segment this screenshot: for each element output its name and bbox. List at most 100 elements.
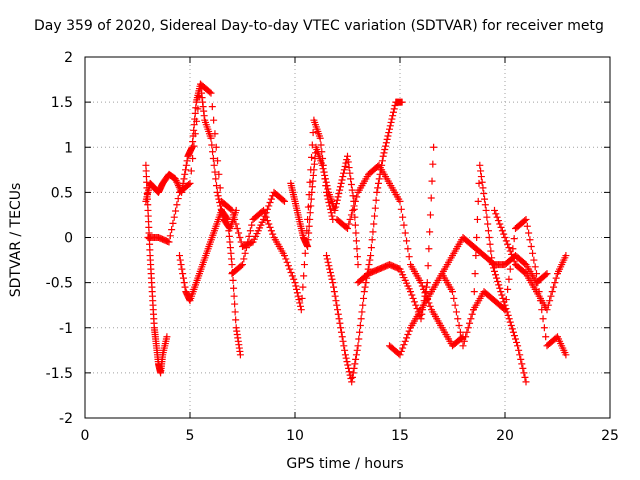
data-point xyxy=(242,244,250,252)
data-point xyxy=(342,354,350,362)
data-point xyxy=(542,333,550,341)
data-point xyxy=(505,315,513,323)
data-point xyxy=(451,301,459,309)
data-point xyxy=(263,205,271,213)
data-point xyxy=(172,207,180,215)
data-point xyxy=(176,252,183,260)
data-point xyxy=(297,302,305,310)
data-point xyxy=(425,245,433,253)
data-point xyxy=(473,215,481,223)
data-point xyxy=(386,125,393,133)
data-point xyxy=(307,202,315,210)
data-point xyxy=(320,168,328,176)
data-point xyxy=(349,206,357,214)
data-point xyxy=(341,351,349,359)
data-point xyxy=(430,143,438,151)
y-tick-label: -2 xyxy=(59,411,73,427)
data-point xyxy=(336,319,344,327)
data-point xyxy=(236,234,244,241)
data-point xyxy=(281,197,288,205)
data-point xyxy=(382,142,390,150)
data-point xyxy=(491,267,498,275)
data-point xyxy=(388,115,396,123)
data-point xyxy=(543,306,551,314)
data-point xyxy=(308,141,316,149)
data-point xyxy=(464,324,472,332)
data-point xyxy=(351,197,359,205)
data-point xyxy=(544,301,552,309)
data-point xyxy=(171,175,179,183)
data-point xyxy=(185,180,193,188)
data-point xyxy=(346,169,354,177)
data-point xyxy=(466,319,474,327)
data-point xyxy=(508,250,516,258)
data-point xyxy=(509,254,517,262)
data-point xyxy=(335,315,343,323)
data-point xyxy=(359,301,367,309)
data-point xyxy=(190,142,198,150)
data-point xyxy=(317,141,325,149)
data-point xyxy=(181,170,189,178)
data-point xyxy=(344,224,351,232)
data-point xyxy=(488,254,496,262)
data-point xyxy=(499,294,507,302)
data-point xyxy=(361,283,369,291)
data-point xyxy=(353,253,361,261)
data-point xyxy=(335,190,343,198)
data-point xyxy=(512,335,519,343)
data-point xyxy=(489,264,497,272)
data-point xyxy=(327,209,335,217)
series-track-6 xyxy=(287,143,362,269)
data-point xyxy=(240,255,248,263)
data-point xyxy=(372,196,380,204)
data-point xyxy=(352,229,360,237)
x-tick-label: 20 xyxy=(496,428,514,444)
data-point xyxy=(468,310,476,318)
data-point xyxy=(401,229,409,237)
data-point xyxy=(176,256,184,264)
data-point xyxy=(356,328,364,336)
data-point xyxy=(533,270,540,278)
data-point xyxy=(399,213,407,221)
data-point xyxy=(325,262,333,270)
data-point xyxy=(322,178,330,186)
data-point xyxy=(308,153,316,161)
data-point xyxy=(239,261,246,269)
data-point xyxy=(351,360,359,368)
data-point xyxy=(494,217,502,225)
data-point xyxy=(510,235,518,243)
data-point xyxy=(492,210,500,218)
data-point xyxy=(387,118,395,126)
y-tick-label: 0.5 xyxy=(51,185,73,201)
data-point xyxy=(529,249,537,257)
data-point xyxy=(326,268,334,276)
data-point xyxy=(333,196,341,204)
data-point xyxy=(165,238,173,246)
data-point xyxy=(172,177,180,185)
data-point xyxy=(454,315,462,323)
data-point xyxy=(337,179,345,187)
data-point xyxy=(327,272,335,280)
data-point xyxy=(562,252,570,260)
data-point xyxy=(452,308,460,316)
data-point xyxy=(307,195,315,203)
data-point xyxy=(510,257,518,265)
data-point xyxy=(369,228,377,236)
data-point xyxy=(519,364,527,372)
data-point xyxy=(505,275,513,283)
data-point xyxy=(193,117,201,125)
data-point xyxy=(366,256,374,264)
data-point xyxy=(353,346,361,354)
data-point xyxy=(208,141,216,149)
data-point xyxy=(423,279,431,287)
data-point xyxy=(347,175,355,183)
data-point xyxy=(333,301,341,309)
series-track-13 xyxy=(491,206,570,314)
data-point xyxy=(500,305,508,313)
data-point xyxy=(340,169,348,177)
data-point xyxy=(409,294,417,302)
data-point xyxy=(210,161,218,169)
data-point xyxy=(229,211,237,219)
data-point xyxy=(353,245,361,253)
data-point xyxy=(300,261,308,269)
